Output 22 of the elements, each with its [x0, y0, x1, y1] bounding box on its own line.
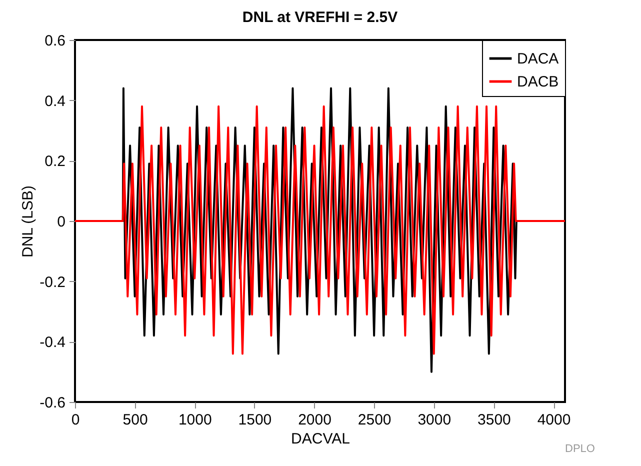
- text: DPLO: [565, 443, 596, 455]
- legend-label: DACB: [517, 74, 559, 90]
- y-tick-label: 0.4: [44, 92, 66, 110]
- y-tick-label: 0.2: [44, 153, 66, 170]
- y-tick-label: -0.6: [40, 394, 66, 412]
- x-axis-title: DACVAL: [291, 430, 350, 448]
- x-tick-label: 1000: [178, 412, 212, 428]
- x-tick-label: 1500: [238, 412, 272, 428]
- x-tick-label: 0: [71, 412, 80, 428]
- x-tick-label: 500: [122, 412, 148, 428]
- y-tick-label: 0.6: [44, 32, 66, 50]
- x-tick-label: 2000: [298, 412, 332, 428]
- chart-title: DNL at VREFHI = 2.5V: [242, 9, 398, 26]
- y-tick-label: -0.2: [40, 274, 66, 291]
- legend-label: DACA: [517, 50, 559, 68]
- y-axis-title: DNL (LSB): [20, 186, 37, 258]
- x-tick-label: 3000: [418, 412, 452, 428]
- x-tick-label: 3500: [478, 412, 511, 428]
- x-tick-label: 4000: [537, 412, 571, 428]
- y-tick-label: -0.4: [40, 334, 66, 352]
- y-tick-label: 0: [57, 214, 66, 230]
- x-tick-label: 2500: [358, 412, 392, 428]
